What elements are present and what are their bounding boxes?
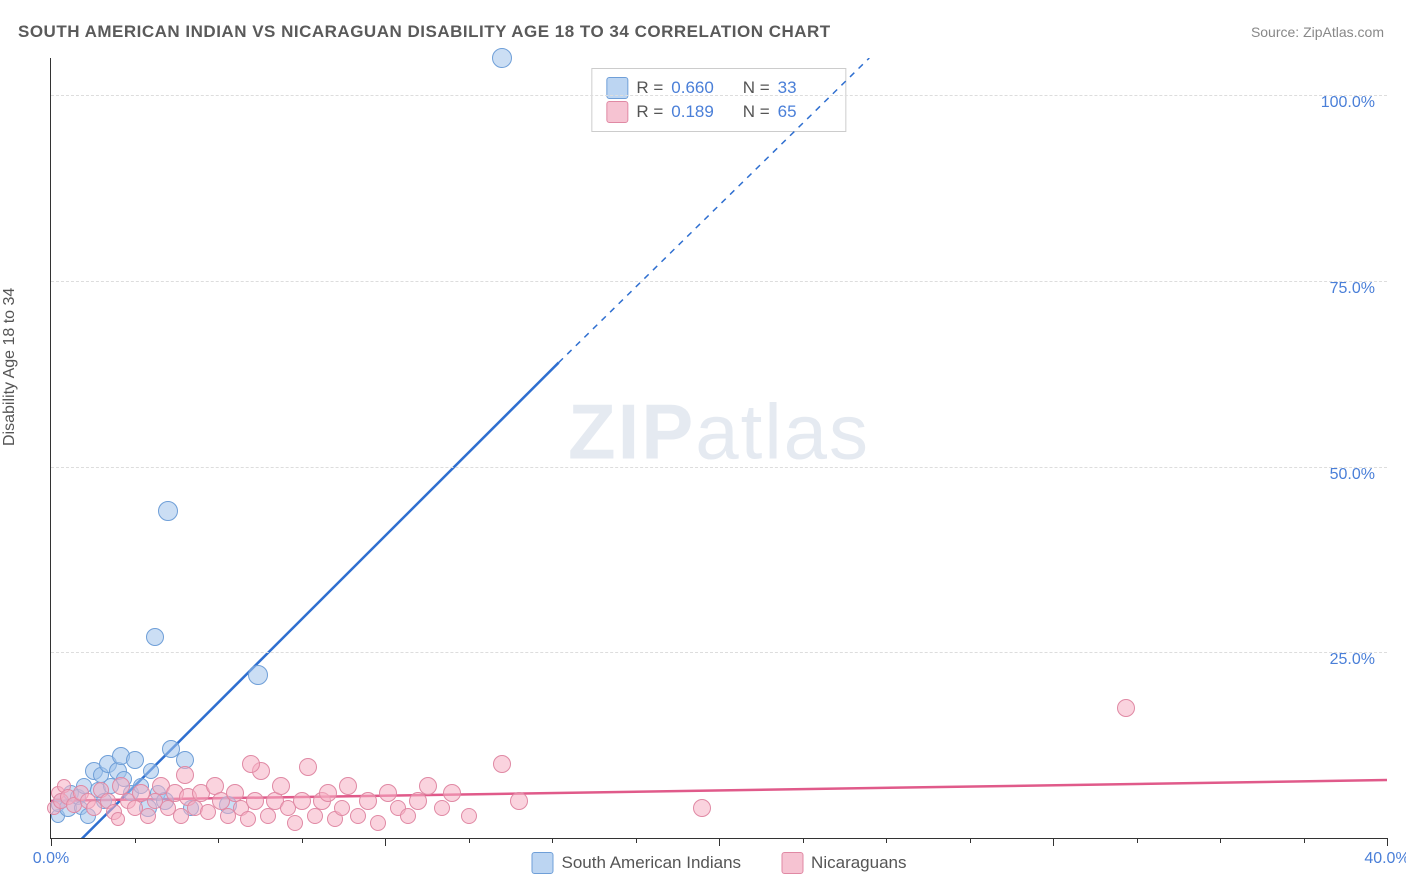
series-legend: South American Indians Nicaraguans — [531, 852, 906, 874]
data-point — [248, 665, 268, 685]
y-tick-label: 25.0% — [1330, 651, 1375, 669]
x-tick — [469, 838, 470, 843]
gridline — [51, 467, 1387, 468]
legend-item: South American Indians — [531, 852, 741, 874]
correlation-legend: R = 0.660 N = 33 R = 0.189 N = 65 — [591, 68, 846, 132]
x-tick — [970, 838, 971, 843]
gridline — [51, 95, 1387, 96]
data-point — [287, 815, 303, 831]
legend-row: R = 0.189 N = 65 — [606, 101, 831, 123]
data-point — [370, 815, 386, 831]
chart-title: SOUTH AMERICAN INDIAN VS NICARAGUAN DISA… — [18, 22, 831, 42]
x-tick — [51, 838, 52, 846]
r-label: R = — [636, 102, 663, 122]
data-point — [240, 811, 256, 827]
data-point — [419, 777, 437, 795]
x-tick-label: 0.0% — [33, 850, 69, 868]
x-tick — [302, 838, 303, 843]
data-point — [492, 48, 512, 68]
data-point — [242, 755, 260, 773]
x-tick — [636, 838, 637, 843]
y-tick-label: 50.0% — [1330, 466, 1375, 484]
x-tick — [1053, 838, 1054, 846]
x-tick — [1137, 838, 1138, 843]
y-tick-label: 100.0% — [1321, 94, 1375, 112]
trend-lines — [51, 58, 1387, 838]
gridline — [51, 281, 1387, 282]
data-point — [140, 808, 156, 824]
legend-label: Nicaraguans — [811, 853, 906, 873]
legend-item: Nicaraguans — [781, 852, 906, 874]
data-point — [176, 766, 194, 784]
data-point — [434, 800, 450, 816]
legend-swatch — [781, 852, 803, 874]
data-point — [339, 777, 357, 795]
y-tick-label: 75.0% — [1330, 280, 1375, 298]
data-point — [379, 784, 397, 802]
x-tick — [385, 838, 386, 846]
data-point — [350, 808, 366, 824]
n-value: 65 — [778, 102, 832, 122]
data-point — [307, 808, 323, 824]
x-tick-label: 40.0% — [1364, 850, 1406, 868]
data-point — [272, 777, 290, 795]
data-point — [246, 792, 264, 810]
data-point — [400, 808, 416, 824]
data-point — [359, 792, 377, 810]
x-tick — [218, 838, 219, 843]
data-point — [158, 501, 178, 521]
data-point — [1117, 699, 1135, 717]
gridline — [51, 652, 1387, 653]
data-point — [510, 792, 528, 810]
data-point — [493, 755, 511, 773]
x-tick — [1220, 838, 1221, 843]
data-point — [693, 799, 711, 817]
data-point — [146, 628, 164, 646]
source-label: Source: ZipAtlas.com — [1251, 24, 1384, 40]
data-point — [293, 792, 311, 810]
x-tick — [719, 838, 720, 846]
x-tick — [1387, 838, 1388, 846]
data-point — [260, 808, 276, 824]
legend-swatch — [606, 101, 628, 123]
data-point — [299, 758, 317, 776]
x-tick — [886, 838, 887, 843]
legend-swatch — [531, 852, 553, 874]
watermark: ZIPatlas — [568, 387, 870, 478]
n-label: N = — [733, 102, 769, 122]
x-tick — [1304, 838, 1305, 843]
x-tick — [552, 838, 553, 843]
x-tick — [803, 838, 804, 843]
legend-label: South American Indians — [561, 853, 741, 873]
data-point — [334, 800, 350, 816]
data-point — [126, 751, 144, 769]
x-tick — [135, 838, 136, 843]
data-point — [461, 808, 477, 824]
plot-area: ZIPatlas R = 0.660 N = 33 R = 0.189 N = … — [50, 58, 1387, 839]
data-point — [443, 784, 461, 802]
y-axis-label: Disability Age 18 to 34 — [1, 288, 19, 446]
data-point — [319, 784, 337, 802]
r-value: 0.189 — [671, 102, 725, 122]
data-point — [111, 812, 125, 826]
